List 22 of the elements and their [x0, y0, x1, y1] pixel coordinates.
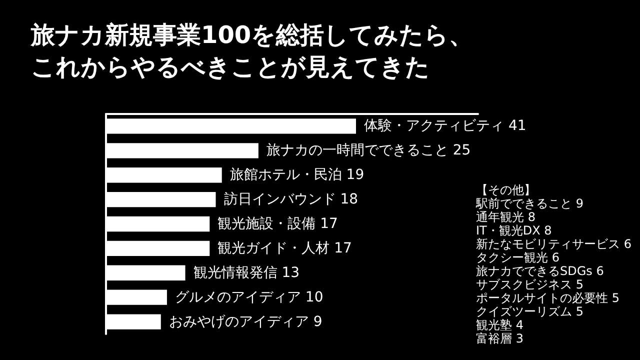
data-label: 旅ナカの一時間でできること 25 — [266, 142, 471, 159]
text: クイズツーリズム 5 — [476, 304, 584, 318]
text: タクシー観光 6 — [476, 250, 560, 264]
text: 旅ナカでできるSDGs 6 — [476, 264, 604, 278]
data-label: 観光情報発信 13 — [193, 264, 300, 281]
text: IT・観光DX 8 — [476, 224, 552, 238]
text: ポータルサイトの必要性 5 — [476, 291, 620, 305]
data-label: 観光ガイド・人材 17 — [218, 240, 352, 256]
data-label: グルメのアイディア 10 — [174, 289, 324, 306]
text: 【その他】 — [476, 183, 536, 197]
data-label: 体験・アクティビティ 41 — [364, 118, 526, 134]
data-label: おみやげのアイディア 9 — [168, 314, 322, 330]
data-label: 訪日インバウンド 18 — [224, 192, 358, 208]
data-label: 観光施設・設備 17 — [218, 216, 338, 232]
text: 富裕層 3 — [476, 332, 524, 346]
data-label: 旅館ホテル・民泊 19 — [230, 167, 364, 184]
text: 観光塾 4 — [476, 318, 524, 332]
text: サブスクビジネス 5 — [476, 278, 584, 292]
text: 駅前でできること 9 — [475, 196, 584, 210]
text: 通年観光 8 — [476, 210, 536, 224]
chart-title: 旅ナカ新規事業100を総括してみたら、これからやるべきことが見えてきた — [30, 21, 474, 81]
text: 新たなモビリティサービス 6 — [476, 237, 632, 251]
